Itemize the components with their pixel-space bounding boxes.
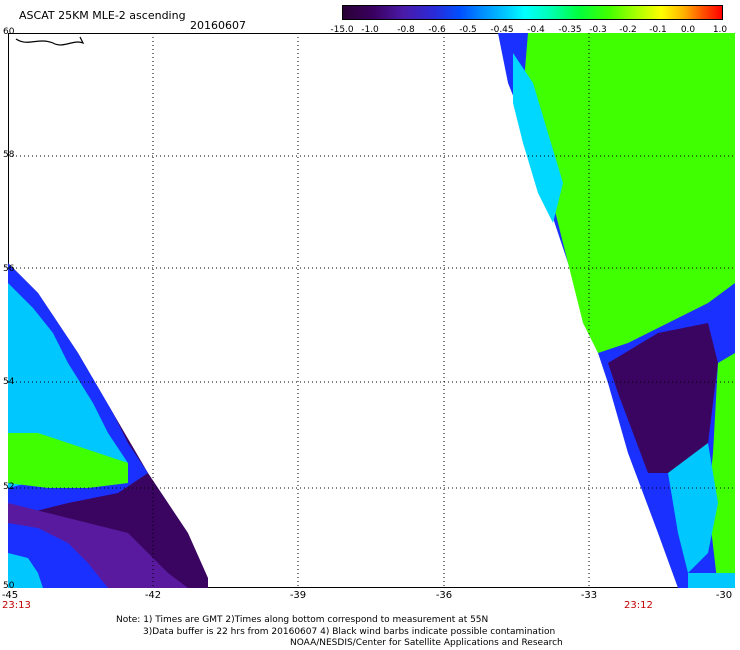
note-line-3: NOAA/NESDIS/Center for Satellite Applica… (290, 638, 563, 648)
colorbar-tick: 1.0 (712, 25, 728, 35)
lat-label: 52 (3, 482, 15, 492)
lon-label: -30 (715, 590, 733, 601)
lon-label: -33 (580, 590, 598, 601)
note-line-1: Note: 1) Times are GMT 2)Times along bot… (116, 615, 489, 625)
colorbar-tick: -0.4 (527, 25, 545, 35)
colorbar-tick: -0.3 (589, 25, 607, 35)
lon-label: -45 (1, 590, 19, 601)
colorbar-tick: -1.0 (361, 25, 379, 35)
colorbar-tick: -0.35 (558, 25, 582, 35)
colorbar-tick: -0.5 (459, 25, 477, 35)
lat-label: 56 (3, 264, 15, 274)
colorbar-tick: -0.2 (619, 25, 637, 35)
colorbar-tick: -15.0 (330, 25, 354, 35)
swath-time-right: 23:12 (624, 600, 653, 611)
map-plot (8, 33, 735, 588)
colorbar (342, 5, 723, 20)
lon-label: -39 (289, 590, 307, 601)
lat-label: 54 (3, 377, 15, 387)
colorbar-tick: -0.1 (649, 25, 667, 35)
colorbar-tick: -0.45 (490, 25, 514, 35)
colorbar-tick: -0.8 (397, 25, 415, 35)
swath-time-left: 23:13 (2, 600, 31, 611)
right-swath (498, 33, 735, 588)
lat-label: 58 (3, 150, 15, 160)
lon-label: -36 (435, 590, 453, 601)
lat-label: 50 (3, 581, 15, 591)
graticule (8, 33, 735, 588)
lon-label: -42 (144, 590, 162, 601)
left-swath (8, 263, 208, 588)
lat-label: 60 (3, 27, 15, 37)
map-date: 20160607 (190, 19, 246, 32)
note-line-2: 3)Data buffer is 22 hrs from 20160607 4)… (143, 627, 556, 637)
colorbar-tick: -0.6 (428, 25, 446, 35)
map-title: ASCAT 25KM MLE-2 ascending (19, 9, 186, 22)
colorbar-ticks: -15.0 -1.0 -0.8 -0.6 -0.5 -0.45 -0.4 -0.… (330, 25, 735, 37)
colorbar-tick: 0.0 (680, 25, 696, 35)
coastline (15, 36, 85, 46)
